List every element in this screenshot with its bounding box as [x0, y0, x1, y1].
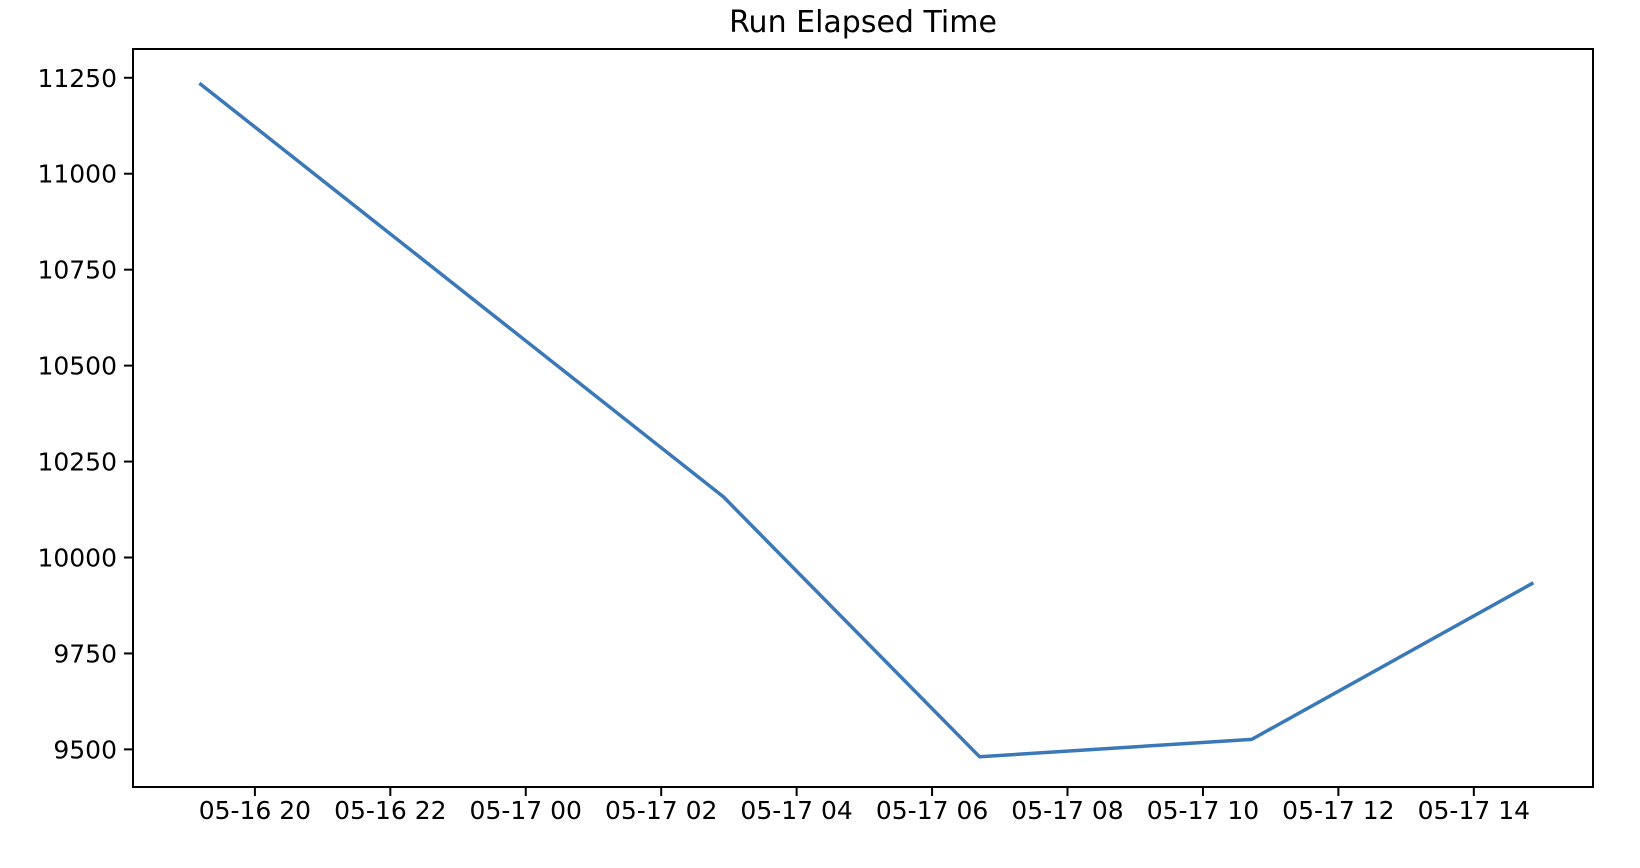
x-tick-label: 05-17 10	[1147, 796, 1259, 825]
chart-title: Run Elapsed Time	[729, 5, 997, 40]
y-tick-label: 10500	[37, 352, 117, 381]
y-tick-label: 10000	[37, 544, 117, 573]
x-tick-label: 05-17 14	[1418, 796, 1530, 825]
y-tick-label: 9750	[53, 639, 117, 668]
x-tick-label: 05-16 20	[199, 796, 311, 825]
data-line	[198, 81, 1535, 759]
y-tick-label: 11000	[37, 160, 117, 189]
x-tick-label: 05-17 08	[1011, 796, 1123, 825]
x-tick-label: 05-17 12	[1282, 796, 1394, 825]
x-tick-label: 05-17 06	[876, 796, 988, 825]
x-tick-label: 05-17 04	[740, 796, 852, 825]
x-tick-label: 05-16 22	[334, 796, 446, 825]
y-tick-label: 11250	[37, 64, 117, 93]
y-tick-label: 10750	[37, 256, 117, 285]
x-tick-label: 05-17 02	[605, 796, 717, 825]
y-tick-label: 9500	[53, 735, 117, 764]
y-tick-label: 10250	[37, 448, 117, 477]
plot-border	[132, 48, 1594, 788]
x-tick-label: 05-17 00	[470, 796, 582, 825]
